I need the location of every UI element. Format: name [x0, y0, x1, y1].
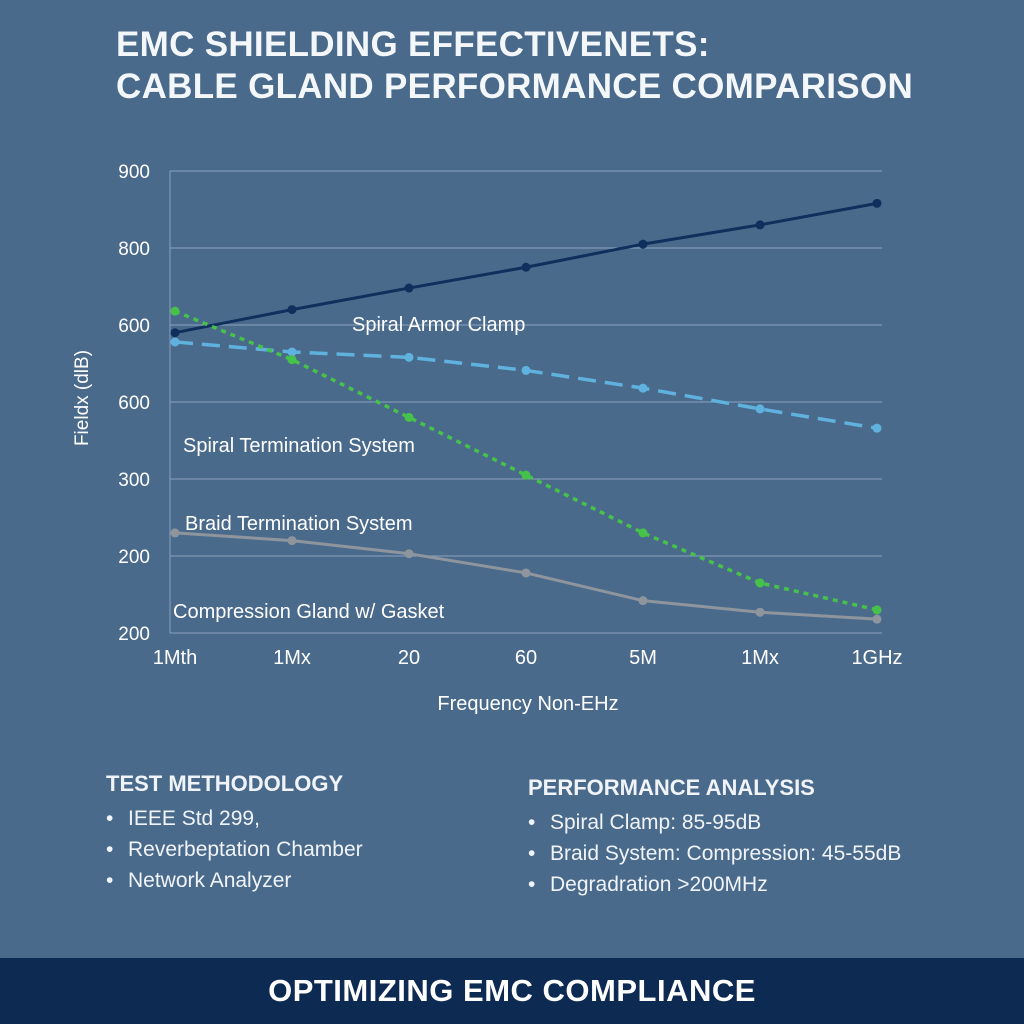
- series-label: Spiral Termination System: [183, 435, 415, 457]
- data-point: [522, 568, 531, 577]
- data-point: [405, 353, 414, 362]
- data-point: [288, 355, 297, 364]
- methodology-item: IEEE Std 299,: [106, 803, 363, 834]
- chart-series: [171, 199, 882, 624]
- x-tick-label: 1Mx: [741, 647, 779, 669]
- x-tick-label: 1Mth: [153, 647, 197, 669]
- methodology-item: Network Analyzer: [106, 865, 363, 896]
- data-point: [873, 605, 882, 614]
- x-tick-label: 1GHz: [851, 647, 902, 669]
- test-methodology: TEST METHODOLOGY IEEE Std 299, Reverbept…: [106, 768, 363, 896]
- footer-text: OPTIMIZING EMC COMPLIANCE: [268, 973, 756, 1009]
- line-chart: 200 200 300 600 600 800 900 1Mth 1Mx 20 60 5M 1Mx 1G…: [0, 0, 1024, 740]
- y-tick-label: 900: [118, 162, 150, 183]
- performance-analysis: PERFORMANCE ANALYSIS Spiral Clamp: 85-95…: [528, 772, 901, 900]
- data-point: [639, 596, 648, 605]
- y-tick-label: 300: [118, 470, 150, 491]
- data-point: [756, 578, 765, 587]
- chart-grid: [170, 171, 882, 633]
- analysis-item: Braid System: Compression: 45-55dB: [528, 838, 901, 869]
- data-point: [405, 549, 414, 558]
- methodology-heading: TEST METHODOLOGY: [106, 768, 363, 799]
- series-2: [171, 307, 882, 615]
- series-1: [171, 337, 882, 432]
- data-point: [522, 366, 531, 375]
- data-point: [288, 536, 297, 545]
- series-label: Spiral Armor Clamp: [352, 314, 525, 336]
- data-point: [873, 615, 882, 624]
- data-point: [171, 337, 180, 346]
- data-point: [522, 471, 531, 480]
- x-axis-ticks: 1Mth 1Mx 20 60 5M 1Mx 1GHz: [153, 647, 903, 669]
- methodology-item: Reverbeptation Chamber: [106, 834, 363, 865]
- data-point: [405, 284, 414, 293]
- data-point: [171, 328, 180, 337]
- y-axis-ticks: 200 200 300 600 600 800 900: [118, 162, 150, 645]
- data-point: [288, 347, 297, 356]
- data-point: [756, 404, 765, 413]
- data-point: [756, 220, 765, 229]
- series-label: Compression Gland w/ Gasket: [173, 601, 445, 623]
- data-point: [522, 263, 531, 272]
- footer-banner: OPTIMIZING EMC COMPLIANCE: [0, 958, 1024, 1024]
- series-0: [171, 199, 882, 337]
- data-point: [171, 528, 180, 537]
- series-labels: Spiral Armor Clamp Spiral Termination Sys…: [173, 314, 525, 623]
- data-point: [288, 305, 297, 314]
- x-tick-label: 20: [398, 647, 420, 669]
- data-point: [171, 307, 180, 316]
- y-tick-label: 600: [118, 316, 150, 337]
- y-axis-label: Fieldx (dlB): [72, 350, 93, 446]
- x-tick-label: 1Mx: [273, 647, 311, 669]
- y-tick-label: 600: [118, 393, 150, 414]
- x-axis-label: Frequency Non-EHz: [437, 693, 618, 715]
- data-point: [873, 199, 882, 208]
- data-point: [873, 424, 882, 433]
- data-point: [405, 413, 414, 422]
- y-tick-label: 200: [118, 624, 150, 645]
- series-line: [175, 311, 877, 610]
- data-point: [639, 240, 648, 249]
- analysis-heading: PERFORMANCE ANALYSIS: [528, 772, 901, 803]
- data-point: [639, 384, 648, 393]
- data-point: [639, 528, 648, 537]
- analysis-item: Degradration >200MHz: [528, 869, 901, 900]
- y-tick-label: 800: [118, 239, 150, 260]
- x-tick-label: 5M: [629, 647, 657, 669]
- series-label: Braid Termination System: [185, 513, 413, 535]
- analysis-item: Spiral Clamp: 85-95dB: [528, 807, 901, 838]
- y-tick-label: 200: [118, 547, 150, 568]
- data-point: [756, 608, 765, 617]
- x-tick-label: 60: [515, 647, 537, 669]
